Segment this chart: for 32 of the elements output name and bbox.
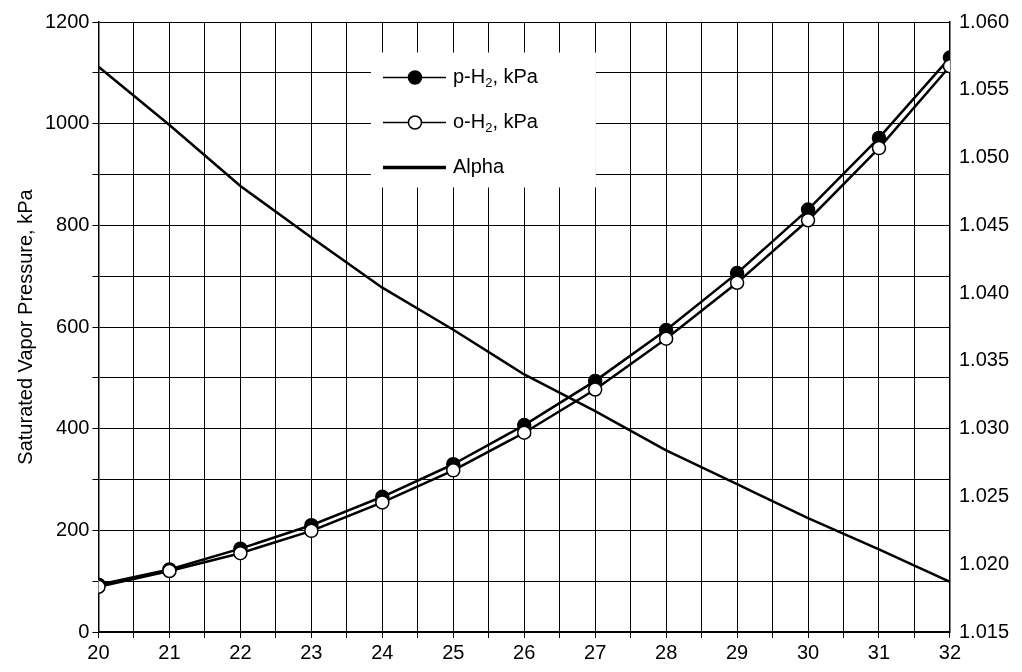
x-tick-label: 31 [867,640,891,663]
y2-tick-label: 1.045 [958,212,1010,235]
y-tick-label: 200 [56,517,90,540]
x-tick-label: 21 [158,640,181,663]
y-tick-label: 1000 [44,111,90,134]
y2-tick-label: 1.025 [958,483,1010,506]
y2-tick-label: 1.050 [958,145,1010,168]
y-tick-label: 800 [56,212,90,235]
y2-tick-label: 1.020 [958,551,1010,574]
x-tick-label: 20 [87,640,110,663]
x-tick-label: 26 [513,640,536,663]
y-tick-label: 400 [56,416,90,439]
x-tick-label: 24 [371,640,394,663]
y2-tick-label: 1.015 [958,619,1010,642]
y2-tick-label: 1.035 [958,348,1010,371]
y2-tick-label: 1.055 [958,77,1010,100]
x-tick-label: 27 [584,640,607,663]
y2-tick-label: 1.060 [958,9,1010,32]
x-tick-label: 29 [725,640,749,663]
x-tick-label: 30 [796,640,820,663]
y-tick-label: 1200 [44,9,90,32]
x-tick-label: 28 [655,640,678,663]
x-tick-label: 32 [938,640,962,663]
x-tick-label: 22 [229,640,252,663]
y2-tick-label: 1.030 [958,416,1010,439]
legend-label: Alpha [452,155,505,178]
y-axis-title: Saturated Vapor Pressure, kPa [13,188,36,465]
x-tick-label: 25 [442,640,465,663]
y-tick-label: 600 [56,314,90,337]
x-tick-label: 23 [300,640,323,663]
y2-tick-label: 1.040 [958,280,1010,303]
y-tick-label: 0 [78,619,90,642]
